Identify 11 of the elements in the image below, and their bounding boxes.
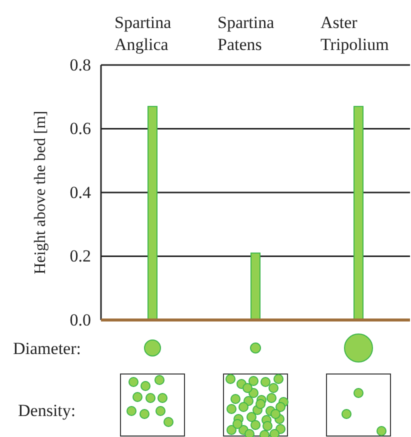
x-tick-label: Spartina Anglica [114, 13, 172, 54]
text: Density: [18, 401, 76, 420]
y-tick-label: 0.4 [70, 182, 92, 202]
x-tick-label: Aster Tripolium [320, 13, 389, 54]
text: Diameter: [13, 339, 81, 358]
y-tick-label: 0.8 [70, 55, 91, 74]
y-tick-label: 0.2 [70, 246, 91, 266]
y-tick-label: 0.0 [70, 310, 91, 330]
y-tick-label: 0.6 [70, 119, 91, 138]
y-axis-title: Height above the bed [m] [32, 110, 49, 274]
x-tick-label: Spartina Patens [218, 13, 275, 54]
